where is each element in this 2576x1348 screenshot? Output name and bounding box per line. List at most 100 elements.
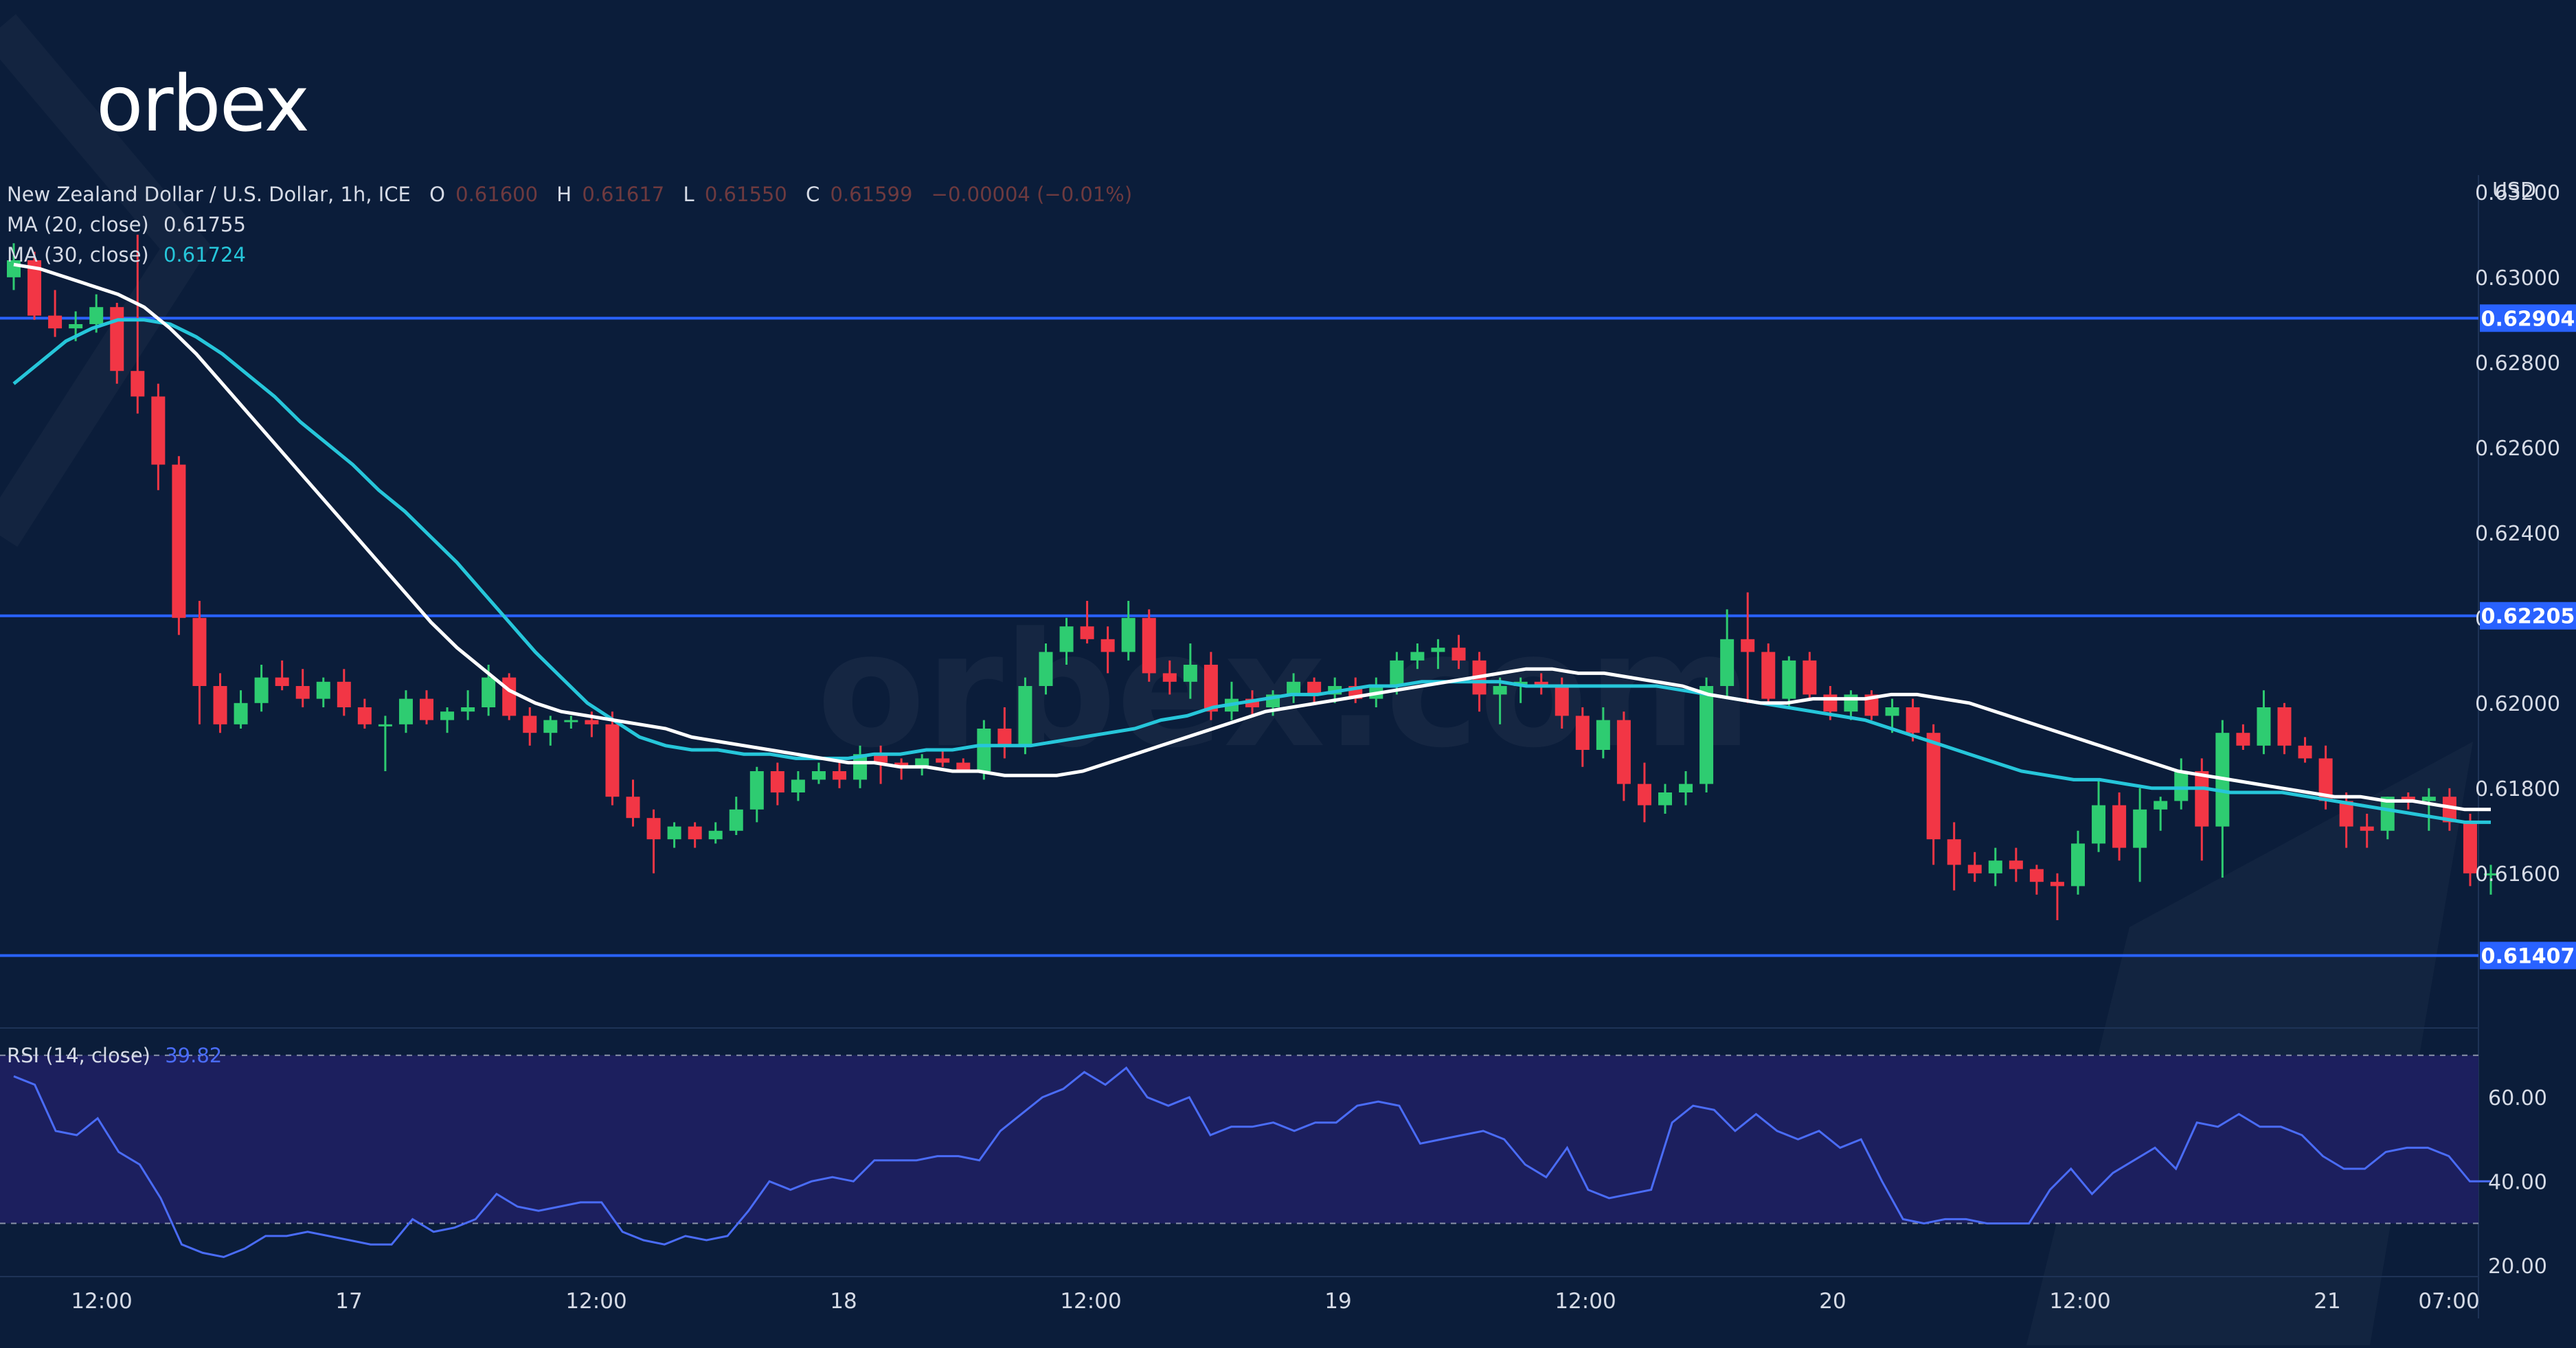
candle: [2092, 779, 2106, 852]
candle-body: [378, 724, 392, 727]
time-tick-label: 12:00: [565, 1289, 626, 1314]
candle: [1431, 639, 1445, 670]
candle: [398, 690, 413, 733]
candle-body: [2195, 771, 2209, 827]
candle: [1162, 660, 1177, 695]
candle-body: [131, 371, 145, 397]
candle-body: [729, 809, 743, 831]
candle-body: [1390, 660, 1404, 686]
candle: [2257, 690, 2271, 755]
candle: [1616, 711, 1631, 801]
candle: [1451, 635, 1466, 670]
time-tick-label: 12:00: [1555, 1289, 1616, 1314]
candle-body: [811, 771, 826, 780]
candle: [2380, 797, 2395, 840]
candle-body: [770, 771, 784, 792]
level-label: 0.61407: [2481, 944, 2575, 968]
candle: [2360, 814, 2374, 848]
candle: [811, 762, 826, 784]
candle-body: [1782, 660, 1796, 699]
candle: [2484, 865, 2498, 895]
candle: [2174, 758, 2189, 810]
high-label: H: [556, 183, 572, 206]
candle-body: [667, 826, 681, 840]
candle: [1720, 609, 1735, 699]
candle: [1782, 656, 1796, 707]
time-axis: 12:00 17 12:00 18 12:00 19 12:00 20 12:00 21 07:00: [71, 1289, 2479, 1314]
time-tick-label: 17: [335, 1289, 362, 1314]
candle: [192, 601, 207, 724]
candle-body: [440, 711, 455, 720]
watermark: orbex.com: [817, 599, 1752, 783]
candle: [151, 383, 166, 490]
candle: [605, 711, 620, 806]
candle-body: [833, 771, 846, 780]
candle-body: [420, 698, 433, 720]
candle-body: [295, 686, 310, 699]
candle-body: [791, 779, 805, 792]
candle: [2071, 830, 2085, 895]
time-tick-label: 12:00: [2049, 1289, 2110, 1314]
candle-body: [1596, 720, 1610, 750]
price-tick-label: 0.63200: [2475, 181, 2560, 205]
candle-body: [605, 724, 620, 797]
candle-body: [1183, 665, 1197, 682]
candle-body: [1039, 652, 1053, 686]
candle: [1059, 617, 1074, 665]
candle-body: [977, 729, 991, 771]
candle: [523, 707, 537, 746]
rsi-tick-label: 40.00: [2488, 1170, 2547, 1194]
candle-body: [213, 686, 227, 724]
candle: [131, 234, 145, 414]
candle: [2133, 788, 2147, 882]
candle: [420, 690, 433, 724]
candle-body: [1926, 733, 1941, 840]
ma30-legend: MA (30, close) 0.61724: [7, 243, 246, 266]
candle-body: [1555, 686, 1569, 716]
candle-body: [1616, 720, 1631, 784]
candle-body: [2484, 873, 2498, 876]
candle-body: [1287, 681, 1301, 695]
candle: [997, 707, 1012, 759]
candle: [564, 716, 578, 729]
level-tag: [2480, 304, 2576, 332]
candle: [1658, 784, 1672, 814]
candle: [1534, 673, 1548, 695]
candle: [2154, 797, 2168, 831]
candle-body: [254, 677, 269, 703]
candle-body: [1947, 839, 1961, 865]
candle-body: [2174, 771, 2189, 801]
candle-body: [1679, 784, 1693, 792]
open-label: O: [429, 183, 445, 206]
candle: [770, 762, 784, 806]
symbol-legend: New Zealand Dollar / U.S. Dollar, 1h, IC…: [7, 183, 1132, 206]
candle: [295, 669, 310, 707]
candle-body: [626, 797, 640, 819]
candle-body: [2257, 707, 2271, 746]
open-value: 0.61600: [455, 183, 538, 206]
candle: [1493, 677, 1507, 724]
price-tick-label: 0.62000: [2475, 692, 2560, 716]
candle: [543, 716, 558, 746]
candle-body: [2029, 869, 2044, 882]
candle-body: [956, 762, 971, 771]
rsi-tick-label: 20.00: [2488, 1255, 2547, 1279]
level-label: 0.62904: [2481, 307, 2575, 331]
candle-body: [172, 464, 186, 618]
candle-body: [2112, 805, 2127, 848]
change-value: −0.00004 (−0.01%): [931, 183, 1133, 206]
low-label: L: [683, 183, 694, 206]
rsi-label: RSI (14, close): [7, 1044, 150, 1067]
candle-body: [1451, 648, 1466, 661]
candle: [749, 766, 764, 823]
candle-body: [749, 771, 764, 810]
candle-body: [894, 762, 909, 767]
candle-body: [2318, 758, 2333, 801]
candle: [688, 822, 702, 848]
candle: [357, 698, 372, 729]
candle-body: [1637, 784, 1651, 806]
candle-body: [2360, 826, 2374, 831]
candle-body: [2298, 745, 2312, 759]
candle: [1803, 652, 1817, 699]
